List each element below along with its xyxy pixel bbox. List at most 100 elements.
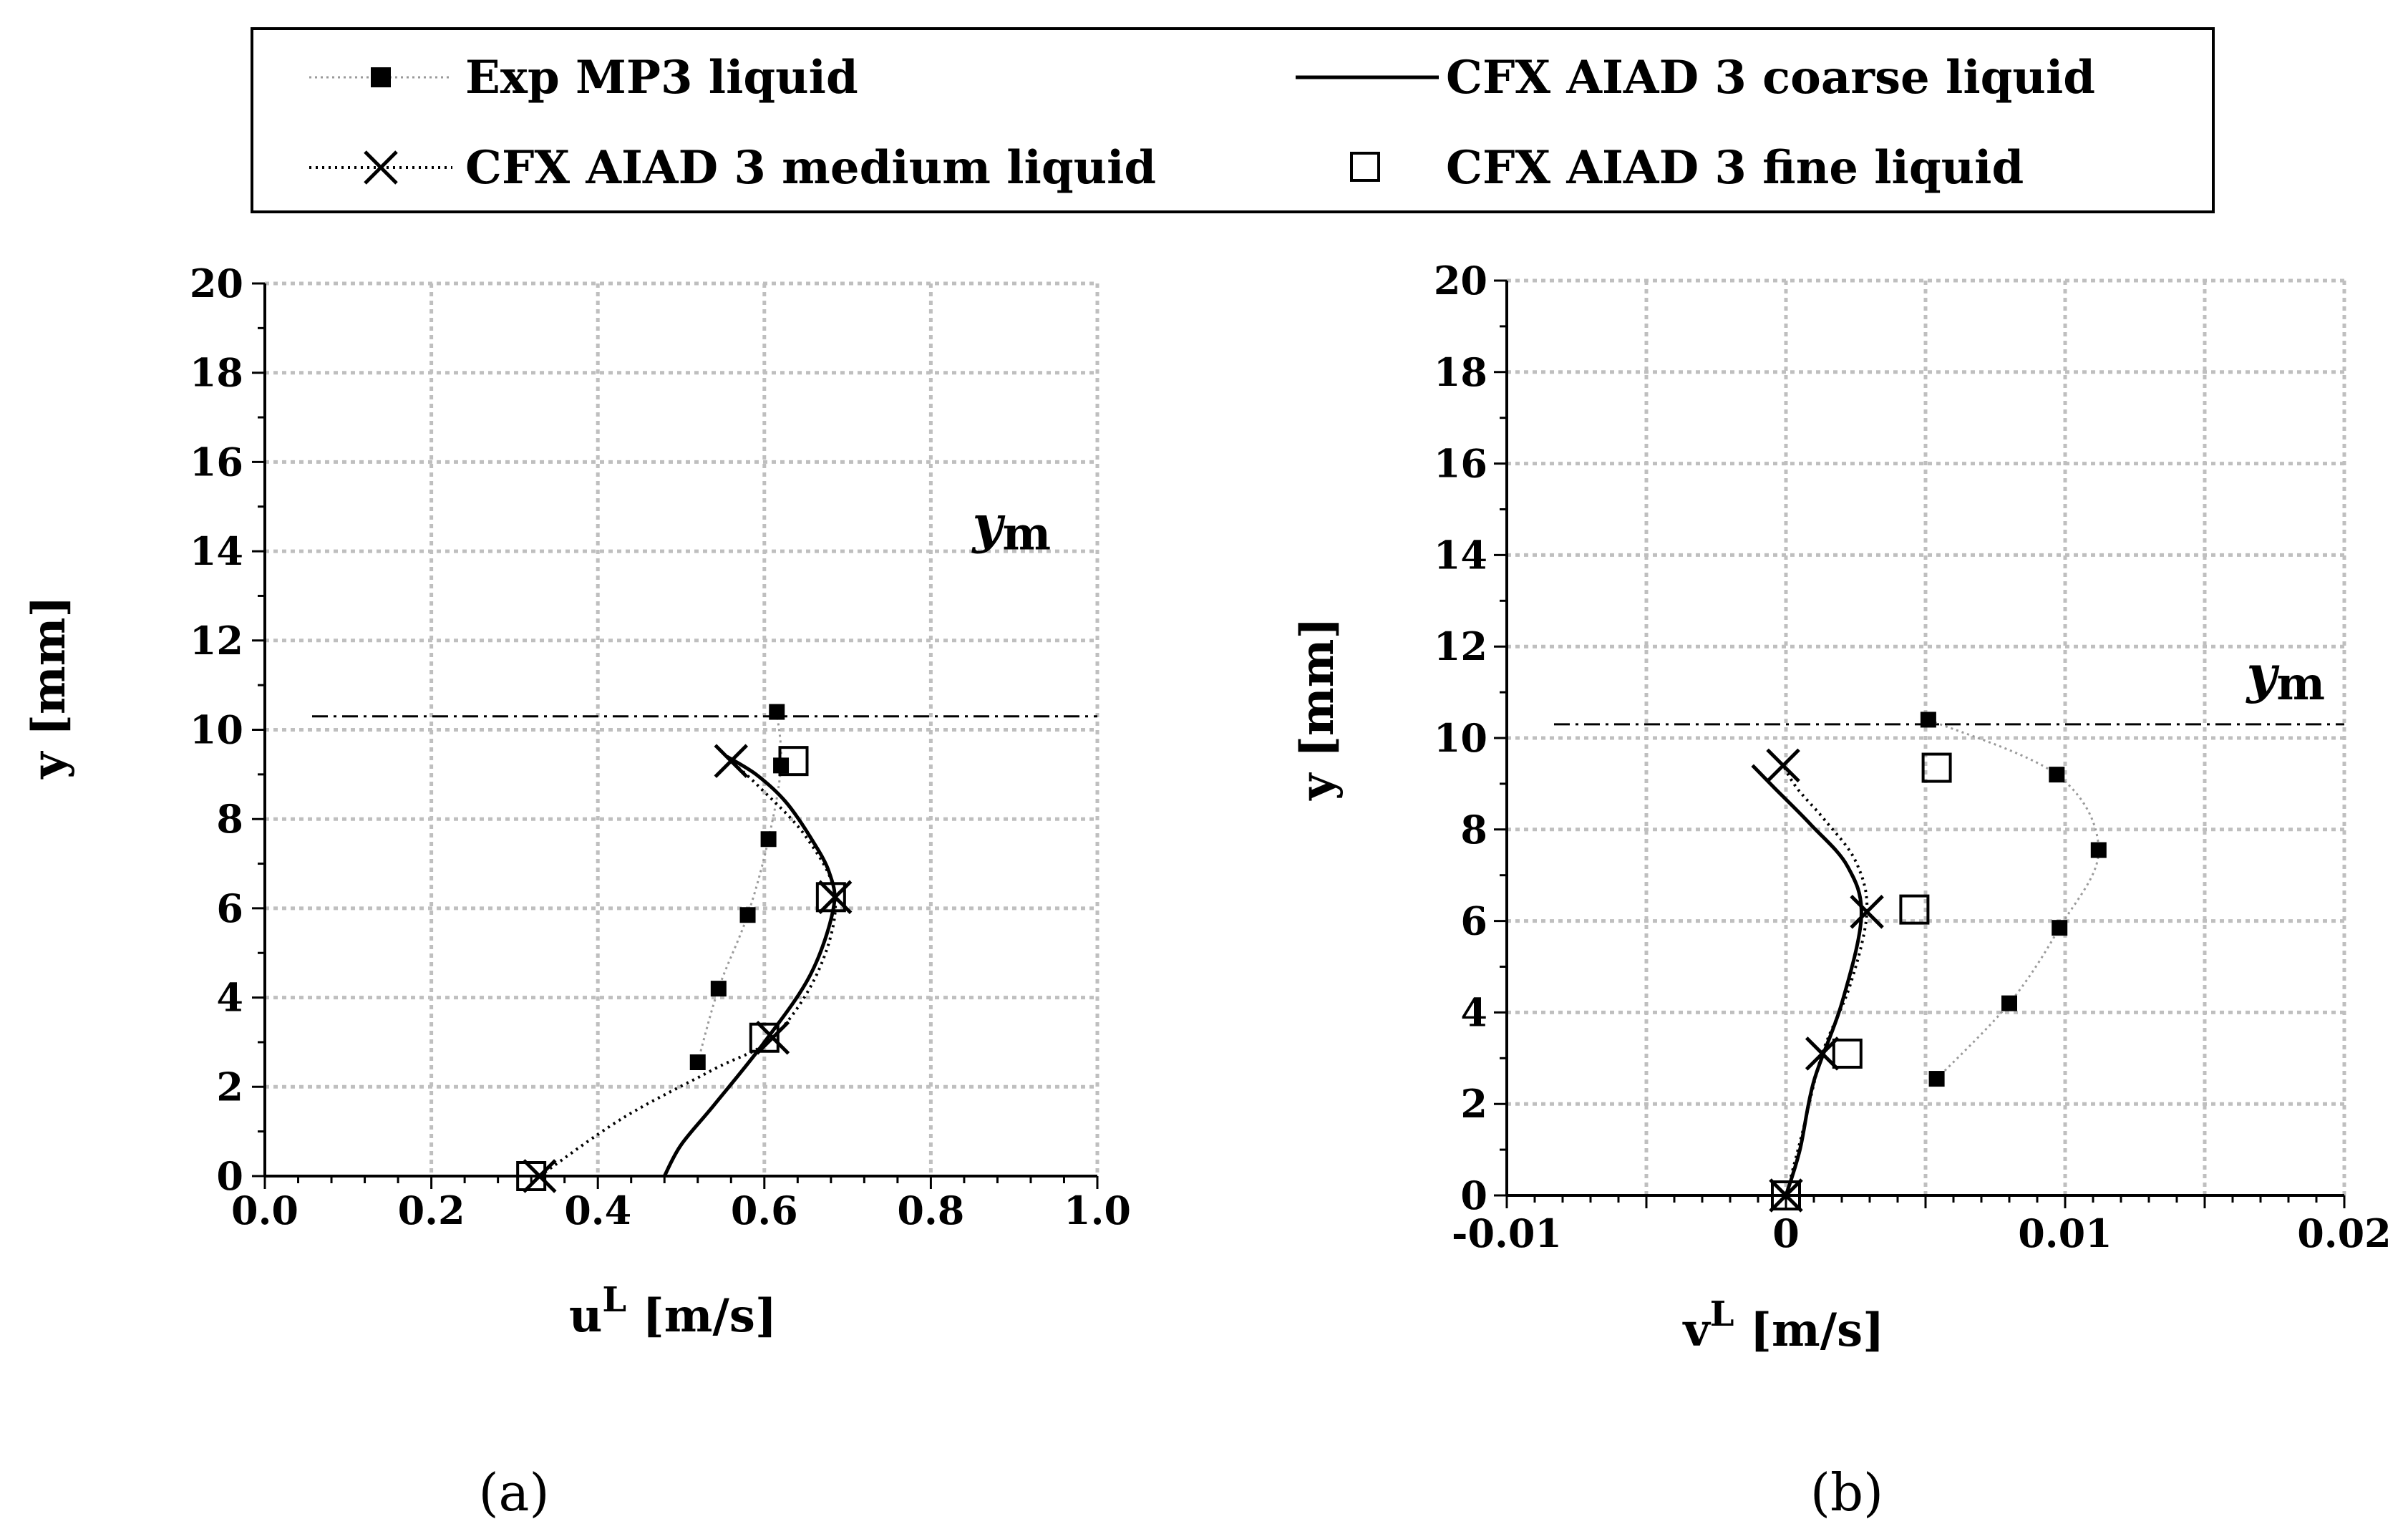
y-tick-label: 4: [1460, 989, 1487, 1035]
y-tick-label: 4: [216, 975, 243, 1021]
y-tick-label: 16: [190, 439, 243, 485]
series-line-medium: [1782, 764, 1869, 1196]
x-tick-label: -0.01: [1452, 1210, 1562, 1256]
marker-medium: [1769, 1178, 1803, 1213]
x-tick-label: 0.4: [564, 1188, 631, 1233]
ticks-a: 0.0 0.2 0.4 0.6 0.8 1.0 0 2 4 6 8 10 12 14 16 18 20: [190, 261, 1131, 1233]
y-tick-label: 18: [1434, 349, 1487, 395]
legend: Exp MP3 liquid CFX AIAD 3 coarse liquid …: [251, 27, 2215, 213]
marker-fine: [1771, 1180, 1801, 1210]
y-tick-label: 14: [190, 528, 243, 574]
x-tick-label: 0.2: [398, 1188, 465, 1233]
grid-b: [1507, 278, 2346, 1195]
y-tick-label: 16: [1434, 441, 1487, 487]
legend-entry-medium: CFX AIAD 3 medium liquid: [309, 141, 1156, 195]
series-b: [1554, 712, 2344, 1213]
marker-experiment: [760, 831, 777, 848]
marker-experiment: [710, 981, 727, 997]
panel-label-a: (a): [478, 1462, 549, 1523]
marker-experiment: [1920, 712, 1936, 728]
marker-medium: [714, 744, 749, 778]
marker-experiment: [2049, 767, 2065, 783]
ym-label-a: ym: [971, 494, 1052, 561]
x-axis-title-a-symbol: u: [569, 1289, 603, 1343]
x-axis-title-b-unit: [m/s]: [1734, 1303, 1884, 1357]
legend-label-medium: CFX AIAD 3 medium liquid: [465, 141, 1156, 195]
marker-fine: [1832, 1038, 1863, 1069]
marker-medium: [755, 1020, 790, 1055]
marker-experiment: [769, 704, 785, 720]
y-tick-label: 8: [216, 796, 243, 842]
marker-medium: [1766, 748, 1800, 783]
chart-panel-a: 0.0 0.2 0.4 0.6 0.8 1.0 0 2 4 6 8 10 12 14 16 18 20 y [m…: [22, 261, 1131, 1523]
y-tick-label: 12: [1434, 623, 1487, 669]
y-tick-label: 6: [216, 885, 243, 931]
x-tick-label: 0.02: [2297, 1210, 2392, 1256]
ym-label-a-subscript: m: [1002, 508, 1051, 561]
y-tick-label: 12: [190, 618, 243, 664]
y-tick-label: 20: [1434, 258, 1487, 304]
marker-fine: [749, 1022, 780, 1053]
marker-experiment: [1928, 1071, 1945, 1087]
x-tick-label: 0: [1772, 1210, 1800, 1256]
series-line-coarse: [1751, 764, 1863, 1196]
x-axis-title-b: vL [m/s]: [1682, 1294, 1885, 1357]
marker-experiment: [2052, 920, 2068, 936]
grid-a: [265, 281, 1099, 1176]
series-line-coarse: [662, 754, 837, 1178]
y-tick-label: 0: [216, 1153, 243, 1199]
marker-experiment: [2090, 842, 2107, 858]
y-tick-label: 14: [1434, 532, 1487, 578]
ym-label-b: ym: [2246, 644, 2326, 711]
panel-label-b: (b): [1810, 1462, 1883, 1523]
y-tick-label: 2: [216, 1064, 243, 1110]
legend-frame: [251, 27, 2215, 213]
marker-experiment: [689, 1054, 706, 1071]
y-tick-label: 6: [1460, 898, 1487, 944]
marker-fine: [1921, 752, 1952, 783]
x-marker-icon: [364, 150, 398, 185]
series-line-medium: [538, 759, 838, 1178]
x-tick-label: 0.6: [731, 1188, 798, 1233]
marker-medium: [1850, 895, 1884, 929]
y-axis-title-a: y [mm]: [22, 596, 76, 779]
marker-experiment: [2001, 995, 2017, 1011]
y-tick-label: 20: [190, 261, 243, 306]
ym-label-b-subscript: m: [2276, 657, 2325, 711]
x-axis-title-a-superscript: L: [602, 1280, 626, 1320]
y-tick-label: 18: [190, 350, 243, 396]
open-square-marker-icon: [1350, 152, 1380, 182]
x-axis-title-a-unit: [m/s]: [626, 1289, 777, 1343]
x-tick-label: 0.0: [231, 1188, 298, 1233]
legend-label-coarse: CFX AIAD 3 coarse liquid: [1446, 51, 2095, 105]
x-tick-label: 1.0: [1064, 1188, 1131, 1233]
marker-fine: [1899, 894, 1930, 925]
marker-experiment: [739, 907, 756, 923]
legend-entry-fine: CFX AIAD 3 fine liquid: [1350, 141, 2024, 195]
ym-label-a-symbol: y: [971, 494, 1006, 555]
filled-square-marker-icon: [371, 67, 391, 87]
y-tick-label: 2: [1460, 1081, 1487, 1127]
legend-label-fine: CFX AIAD 3 fine liquid: [1446, 141, 2024, 195]
y-tick-label: 0: [1460, 1173, 1487, 1218]
x-axis-title-b-superscript: L: [1710, 1294, 1734, 1334]
x-axis-title-b-symbol: v: [1682, 1303, 1712, 1357]
x-tick-label: 0.8: [897, 1188, 964, 1233]
marker-medium: [523, 1159, 557, 1193]
y-axis-title-b: y [mm]: [1291, 617, 1344, 800]
x-tick-label: 0.01: [2018, 1210, 2112, 1256]
legend-entry-experiment: Exp MP3 liquid: [309, 51, 858, 105]
ym-label-b-symbol: y: [2246, 644, 2280, 704]
series-a: [312, 704, 1097, 1193]
y-tick-label: 10: [1434, 715, 1487, 761]
marker-fine: [516, 1161, 547, 1191]
legend-label-experiment: Exp MP3 liquid: [465, 51, 858, 105]
legend-entry-coarse: CFX AIAD 3 coarse liquid: [1296, 51, 2095, 105]
y-tick-label: 8: [1460, 807, 1487, 853]
x-axis-title-a: uL [m/s]: [569, 1280, 777, 1343]
marker-fine: [815, 882, 846, 913]
